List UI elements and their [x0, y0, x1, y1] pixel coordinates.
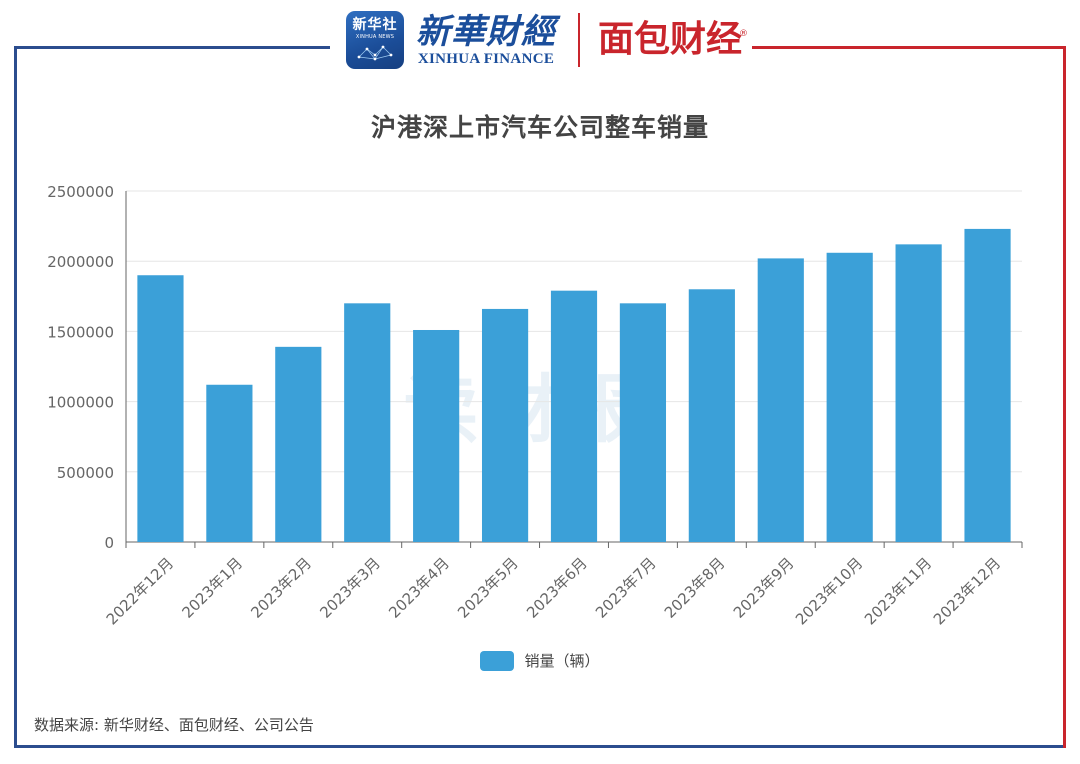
y-tick-label: 0 — [104, 534, 114, 552]
chart-title: 沪港深上市汽车公司整车销量 — [370, 113, 709, 142]
frame-right-line — [1063, 46, 1066, 748]
xinhua-finance-en: XINHUA FINANCE — [417, 51, 555, 67]
xinhuashe-logo: 新华社 XINHUA NEWS — [346, 11, 404, 69]
bar — [413, 329, 460, 542]
bar — [757, 258, 804, 542]
y-tick-label: 1000000 — [47, 394, 114, 412]
network-dots-icon — [357, 45, 393, 61]
bar — [275, 346, 322, 542]
legend-label: 销量（辆） — [524, 652, 600, 670]
x-tick-label: 2023年1月 — [178, 554, 246, 622]
xinhuashe-logo-cn: 新华社 — [352, 17, 398, 33]
frame-bottom-line — [14, 745, 1066, 748]
y-tick-label: 2500000 — [47, 183, 114, 201]
bar — [619, 303, 667, 542]
bar — [481, 308, 529, 542]
y-tick-label: 1500000 — [47, 323, 114, 341]
frame-top-right-line — [752, 46, 1066, 49]
bar — [550, 290, 598, 542]
bar — [137, 275, 184, 542]
mianbao-caijing-logo: 面包财经 ® — [598, 19, 748, 60]
x-tick-label: 2022年12月 — [103, 554, 177, 628]
frame-top-left-line — [14, 46, 330, 49]
x-tick-label: 2023年8月 — [661, 554, 729, 622]
x-tick-label: 2023年4月 — [385, 554, 453, 622]
frame-left-line — [14, 46, 17, 748]
brand-header: 新华社 XINHUA NEWS 新華財經 XINHUA FINANCE 面包财经… — [346, 8, 748, 72]
bar — [964, 228, 1011, 542]
bar — [344, 303, 391, 542]
x-tick-label: 2023年12月 — [930, 554, 1004, 628]
mianbao-caijing-text: 面包财经 — [598, 19, 743, 60]
xinhua-finance-logo: 新華財經 XINHUA FINANCE — [416, 13, 556, 67]
x-tick-label: 2023年10月 — [792, 554, 866, 628]
x-tick-label: 2023年5月 — [454, 554, 522, 622]
xinhua-finance-cn: 新華財經 — [416, 12, 556, 52]
bar — [688, 289, 735, 542]
legend-swatch — [480, 650, 515, 671]
brand-divider — [578, 13, 580, 67]
y-tick-label: 500000 — [57, 464, 114, 482]
data-source: 数据来源: 新华财经、面包财经、公司公告 — [34, 716, 314, 734]
x-tick-label: 2023年6月 — [523, 554, 591, 622]
bar — [895, 244, 942, 543]
xinhuashe-logo-en: XINHUA NEWS — [355, 34, 395, 40]
registered-mark: ® — [739, 29, 749, 39]
chart-legend: 销量（辆） — [0, 650, 1080, 671]
x-tick-label: 2023年9月 — [730, 554, 798, 622]
x-tick-label: 2023年7月 — [592, 554, 660, 622]
y-tick-label: 2000000 — [47, 253, 114, 271]
x-tick-label: 2023年3月 — [316, 554, 384, 622]
x-tick-label: 2023年2月 — [247, 554, 315, 622]
bar — [826, 252, 873, 542]
x-tick-label: 2023年11月 — [861, 554, 935, 628]
bar — [206, 384, 253, 542]
